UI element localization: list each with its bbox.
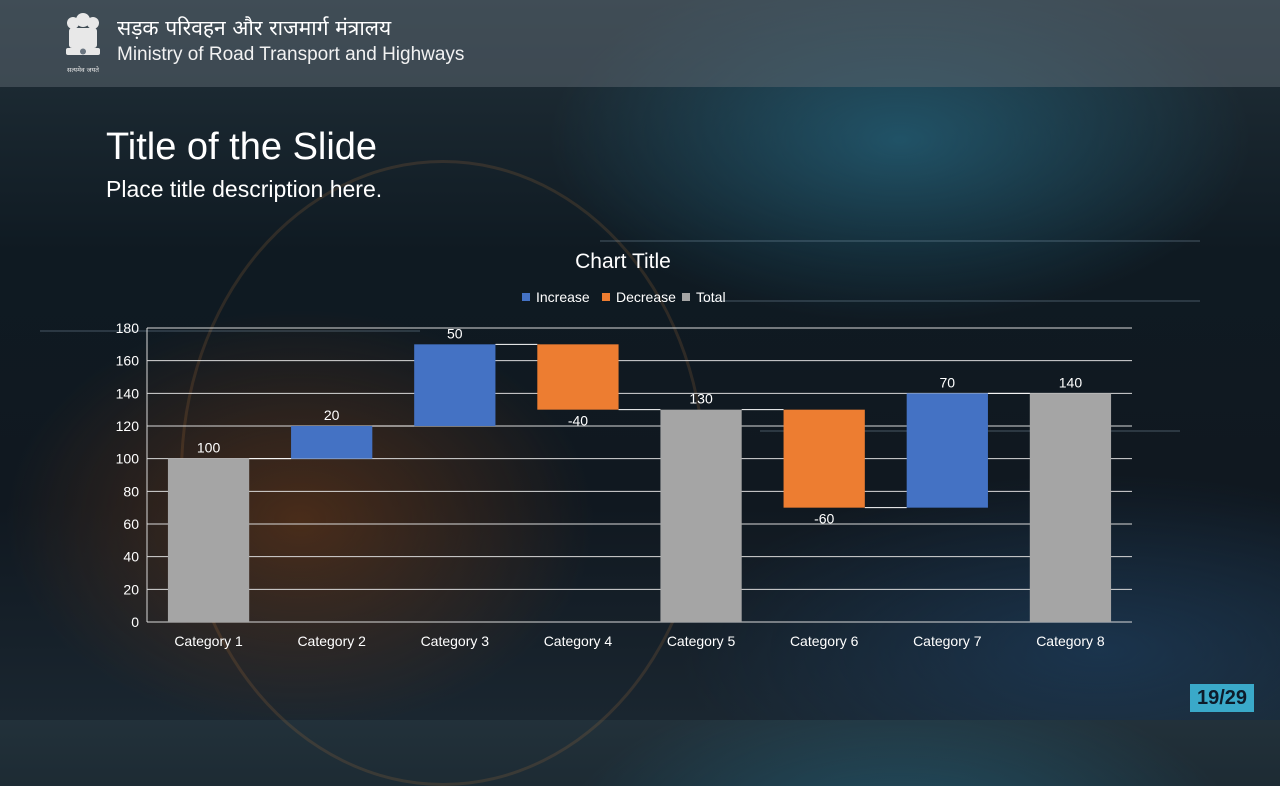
y-tick-label: 160 xyxy=(116,353,140,369)
x-tick-label: Category 8 xyxy=(1036,633,1105,649)
ministry-name-hindi: सड़क परिवहन और राजमार्ग मंत्रालय xyxy=(117,16,392,40)
data-label: 70 xyxy=(940,374,956,390)
x-tick-label: Category 2 xyxy=(297,633,366,649)
legend-label-total: Total xyxy=(696,289,726,305)
y-tick-label: 180 xyxy=(116,320,140,336)
background-light-streak xyxy=(600,240,1200,242)
data-label: 50 xyxy=(447,325,463,341)
y-tick-label: 120 xyxy=(116,418,140,434)
y-tick-label: 100 xyxy=(116,451,140,467)
x-tick-label: Category 3 xyxy=(421,633,490,649)
x-tick-label: Category 1 xyxy=(174,633,243,649)
bar-total xyxy=(660,409,742,622)
x-tick-label: Category 5 xyxy=(667,633,736,649)
bar-increase xyxy=(414,344,496,426)
chart-connectors xyxy=(249,343,1030,509)
bar-increase xyxy=(291,426,373,459)
waterfall-chart: Chart Title Increase Decrease Total 0 20 40 6… xyxy=(116,250,1132,649)
legend-swatch-decrease xyxy=(602,293,610,301)
y-tick-label: 20 xyxy=(123,581,139,597)
slide-title: Title of the Slide xyxy=(106,126,378,168)
data-label: 20 xyxy=(324,407,340,423)
chart-bars xyxy=(167,344,1112,622)
x-tick-label: Category 7 xyxy=(913,633,982,649)
legend-label-increase: Increase xyxy=(536,289,590,305)
data-label: -60 xyxy=(814,511,834,527)
y-axis-ticks: 0 20 40 60 80 100 120 140 160 180 xyxy=(116,320,140,630)
slide-subtitle: Place title description here. xyxy=(106,176,383,202)
emblem-motto: सत्यमेव जयते xyxy=(67,66,99,74)
legend-swatch-total xyxy=(682,293,690,301)
data-labels: 100 20 50 -40 130 -60 70 140 xyxy=(197,325,1082,526)
bar-decrease xyxy=(537,344,619,410)
header-bar: सत्यमेव जयते सड़क परिवहन और राजमार्ग मंत… xyxy=(0,0,1280,87)
y-tick-label: 60 xyxy=(123,516,139,532)
data-label: 100 xyxy=(197,440,221,456)
data-label: 130 xyxy=(689,391,713,407)
x-tick-label: Category 6 xyxy=(790,633,859,649)
chart-legend: Increase Decrease Total xyxy=(522,289,726,305)
legend-label-decrease: Decrease xyxy=(616,289,676,305)
ministry-name-english: Ministry of Road Transport and Highways xyxy=(117,44,465,65)
bar-total xyxy=(167,458,250,622)
chart-title: Chart Title xyxy=(575,250,671,273)
bar-decrease xyxy=(783,409,865,508)
x-axis-ticks: Category 1 Category 2 Category 3 Category 4… xyxy=(174,633,1105,649)
bar-total xyxy=(1029,393,1112,622)
national-emblem-icon: सत्यमेव जयते xyxy=(66,13,100,74)
data-label: -40 xyxy=(568,413,588,429)
legend-swatch-increase xyxy=(522,293,530,301)
y-tick-label: 140 xyxy=(116,385,140,401)
background-light-streak xyxy=(40,330,420,332)
y-tick-label: 0 xyxy=(131,614,139,630)
background-light-streak xyxy=(700,300,1200,302)
y-tick-label: 80 xyxy=(123,483,139,499)
y-tick-label: 40 xyxy=(123,549,139,565)
x-tick-label: Category 4 xyxy=(544,633,613,649)
data-label: 140 xyxy=(1059,374,1083,390)
bar-increase xyxy=(906,393,988,508)
page-number-badge: 19/29 xyxy=(1190,684,1254,712)
